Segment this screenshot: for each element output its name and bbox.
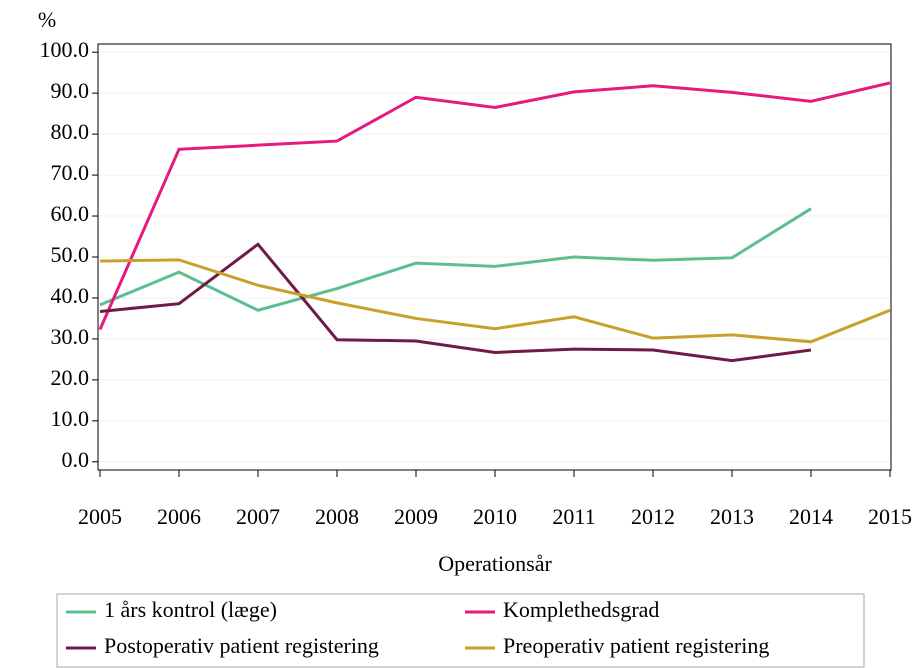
x-tick-label: 2012 (631, 504, 675, 529)
y-tick-label: 100.0 (40, 37, 90, 62)
x-tick-label: 2011 (552, 504, 595, 529)
y-tick-label: 0.0 (62, 447, 90, 472)
legend-label: Komplethedsgrad (503, 597, 659, 622)
legend-label: Preoperativ patient registering (503, 633, 769, 658)
y-tick-label: 90.0 (51, 78, 90, 103)
x-tick-label: 2009 (394, 504, 438, 529)
series-line (99, 207, 812, 312)
x-tick-label: 2005 (78, 504, 122, 529)
y-tick-label: 20.0 (51, 365, 90, 390)
y-tick-label: 30.0 (51, 324, 90, 349)
series-line (98, 81, 891, 331)
y-tick-label: 50.0 (51, 242, 90, 267)
x-tick-label: 2006 (157, 504, 201, 529)
x-axis-label: Operationsår (438, 551, 552, 576)
y-axis-label: % (38, 7, 56, 32)
y-tick-label: 60.0 (51, 201, 90, 226)
y-tick-label: 40.0 (51, 283, 90, 308)
x-tick-label: 2013 (710, 504, 754, 529)
x-tick-label: 2014 (789, 504, 833, 529)
y-tick-label: 10.0 (51, 406, 90, 431)
x-tick-label: 2008 (315, 504, 359, 529)
x-tick-label: 2015 (868, 504, 912, 529)
series-line (99, 258, 891, 344)
legend-label: Postoperativ patient registering (104, 633, 379, 658)
legend-label: 1 års kontrol (læge) (104, 597, 277, 622)
y-tick-label: 70.0 (51, 160, 90, 185)
x-tick-label: 2010 (473, 504, 517, 529)
legend-box (56, 593, 865, 668)
x-tick-label: 2007 (236, 504, 280, 529)
y-tick-label: 80.0 (51, 119, 90, 144)
